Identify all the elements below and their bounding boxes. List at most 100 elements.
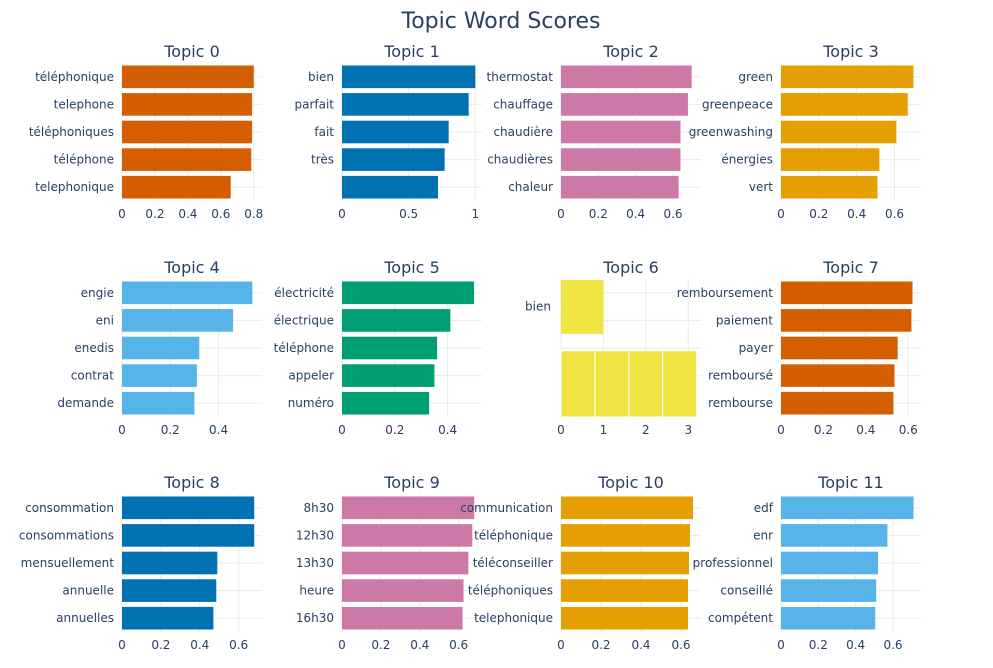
category-label: heure <box>299 584 334 598</box>
bar <box>122 336 200 360</box>
topic-panel-5: Topic 5 électricité électrique téléphone app… <box>274 258 482 437</box>
bar <box>342 496 475 520</box>
subplot-title: Topic 3 <box>822 42 879 61</box>
bar <box>561 175 679 199</box>
x-tick-label: 0.2 <box>385 423 404 437</box>
chart-title: Topic Word Scores <box>401 9 601 34</box>
bar <box>342 364 435 387</box>
bar <box>781 309 912 332</box>
bar <box>342 120 449 144</box>
bar <box>122 93 253 116</box>
bar <box>561 496 693 520</box>
category-label: téléphoniques <box>29 125 114 139</box>
bar <box>342 524 473 547</box>
bar <box>561 551 689 575</box>
x-tick-label: 0.6 <box>671 638 690 652</box>
bar <box>342 391 430 415</box>
x-tick-label: 1 <box>472 207 480 221</box>
topic-panel-0: Topic 0 téléphonique telephone téléphonique… <box>29 42 263 221</box>
x-tick-label: 0 <box>557 423 565 437</box>
subplot-title: Topic 9 <box>383 473 440 492</box>
bar <box>781 579 877 602</box>
x-tick-label: 0 <box>338 638 346 652</box>
x-tick-label: 1 <box>600 423 608 437</box>
x-tick-label: 0 <box>118 207 126 221</box>
bar <box>342 93 469 116</box>
bar <box>122 281 253 305</box>
bar <box>781 364 895 387</box>
bar <box>561 120 681 144</box>
bar <box>781 496 914 520</box>
category-label: énergies <box>721 153 773 167</box>
bar <box>594 350 630 418</box>
category-label: bien <box>525 300 551 314</box>
x-tick-label: 3 <box>684 423 692 437</box>
category-label: chauffage <box>493 97 553 111</box>
x-tick-label: 0.2 <box>814 423 833 437</box>
topic-panel-3: Topic 3 green greenpeace greenwashing énergi… <box>689 42 921 221</box>
subplot-title: Topic 4 <box>163 258 220 277</box>
x-tick-label: 0 <box>118 638 126 652</box>
category-label: professionnel <box>693 556 773 570</box>
x-tick-label: 0.2 <box>589 207 608 221</box>
topic-panel-6: Topic 6 bien 0 1 2 3 <box>525 258 701 437</box>
category-label: appeler <box>288 369 334 383</box>
category-label: remboursement <box>677 286 774 300</box>
category-label: très <box>311 153 334 167</box>
bar <box>342 309 451 332</box>
topic-panel-8: Topic 8 consommation consommations mensuell… <box>19 473 262 652</box>
bar <box>122 551 218 575</box>
bar <box>122 524 255 547</box>
category-label: parfait <box>294 97 334 111</box>
subplot-title: Topic 11 <box>817 473 884 492</box>
category-label: edf <box>754 501 774 515</box>
x-tick-label: 0.2 <box>591 638 610 652</box>
bar <box>122 496 255 520</box>
bar <box>561 280 604 334</box>
x-tick-label: 0.4 <box>631 638 650 652</box>
x-tick-label: 0.4 <box>178 207 197 221</box>
category-label: engie <box>81 286 114 300</box>
bar <box>561 579 688 602</box>
bar <box>781 606 876 630</box>
category-label: téléphonique <box>474 528 553 542</box>
x-tick-label: 0.2 <box>809 207 828 221</box>
category-label: paiement <box>716 313 773 327</box>
bar <box>561 524 690 547</box>
x-tick-label: 0.6 <box>885 207 904 221</box>
category-label: communication <box>460 501 553 515</box>
x-tick-label: 0.2 <box>161 423 180 437</box>
x-tick-label: 0 <box>338 207 346 221</box>
bar <box>342 65 476 89</box>
category-label: numéro <box>288 396 334 410</box>
category-label: 16h30 <box>296 611 334 625</box>
x-tick-label: 2 <box>642 423 650 437</box>
x-tick-label: 0.4 <box>209 423 228 437</box>
x-tick-label: 0.6 <box>449 638 468 652</box>
bar <box>628 350 664 418</box>
category-label: telephonique <box>35 180 114 194</box>
topic-panel-7: Topic 7 remboursement paiement payer rembour… <box>677 258 921 437</box>
category-label: téléphone <box>274 341 334 355</box>
category-label: chaudière <box>493 125 553 139</box>
category-label: contrat <box>71 369 115 383</box>
x-tick-label: 0 <box>777 638 785 652</box>
category-label: mensuellement <box>21 556 115 570</box>
topic-panel-9: Topic 9 8h30 12h30 13h30 heure 16h30 0 0.2 0.4 0.… <box>296 473 482 652</box>
category-label: téléphoniques <box>468 584 553 598</box>
bar <box>122 364 197 387</box>
bar <box>342 336 438 360</box>
x-tick-label: 0.6 <box>899 423 918 437</box>
topic-panel-11: Topic 11 edf enr professionnel conseillé comp… <box>693 473 921 652</box>
category-label: payer <box>739 341 773 355</box>
bar <box>122 309 234 332</box>
category-label: téléphone <box>54 153 114 167</box>
bar <box>781 120 897 144</box>
category-label: rembourse <box>708 396 773 410</box>
bar <box>342 175 438 199</box>
category-label: green <box>738 70 773 84</box>
bar <box>781 175 878 199</box>
category-label: consommations <box>19 528 114 542</box>
x-tick-label: 0 <box>557 638 565 652</box>
